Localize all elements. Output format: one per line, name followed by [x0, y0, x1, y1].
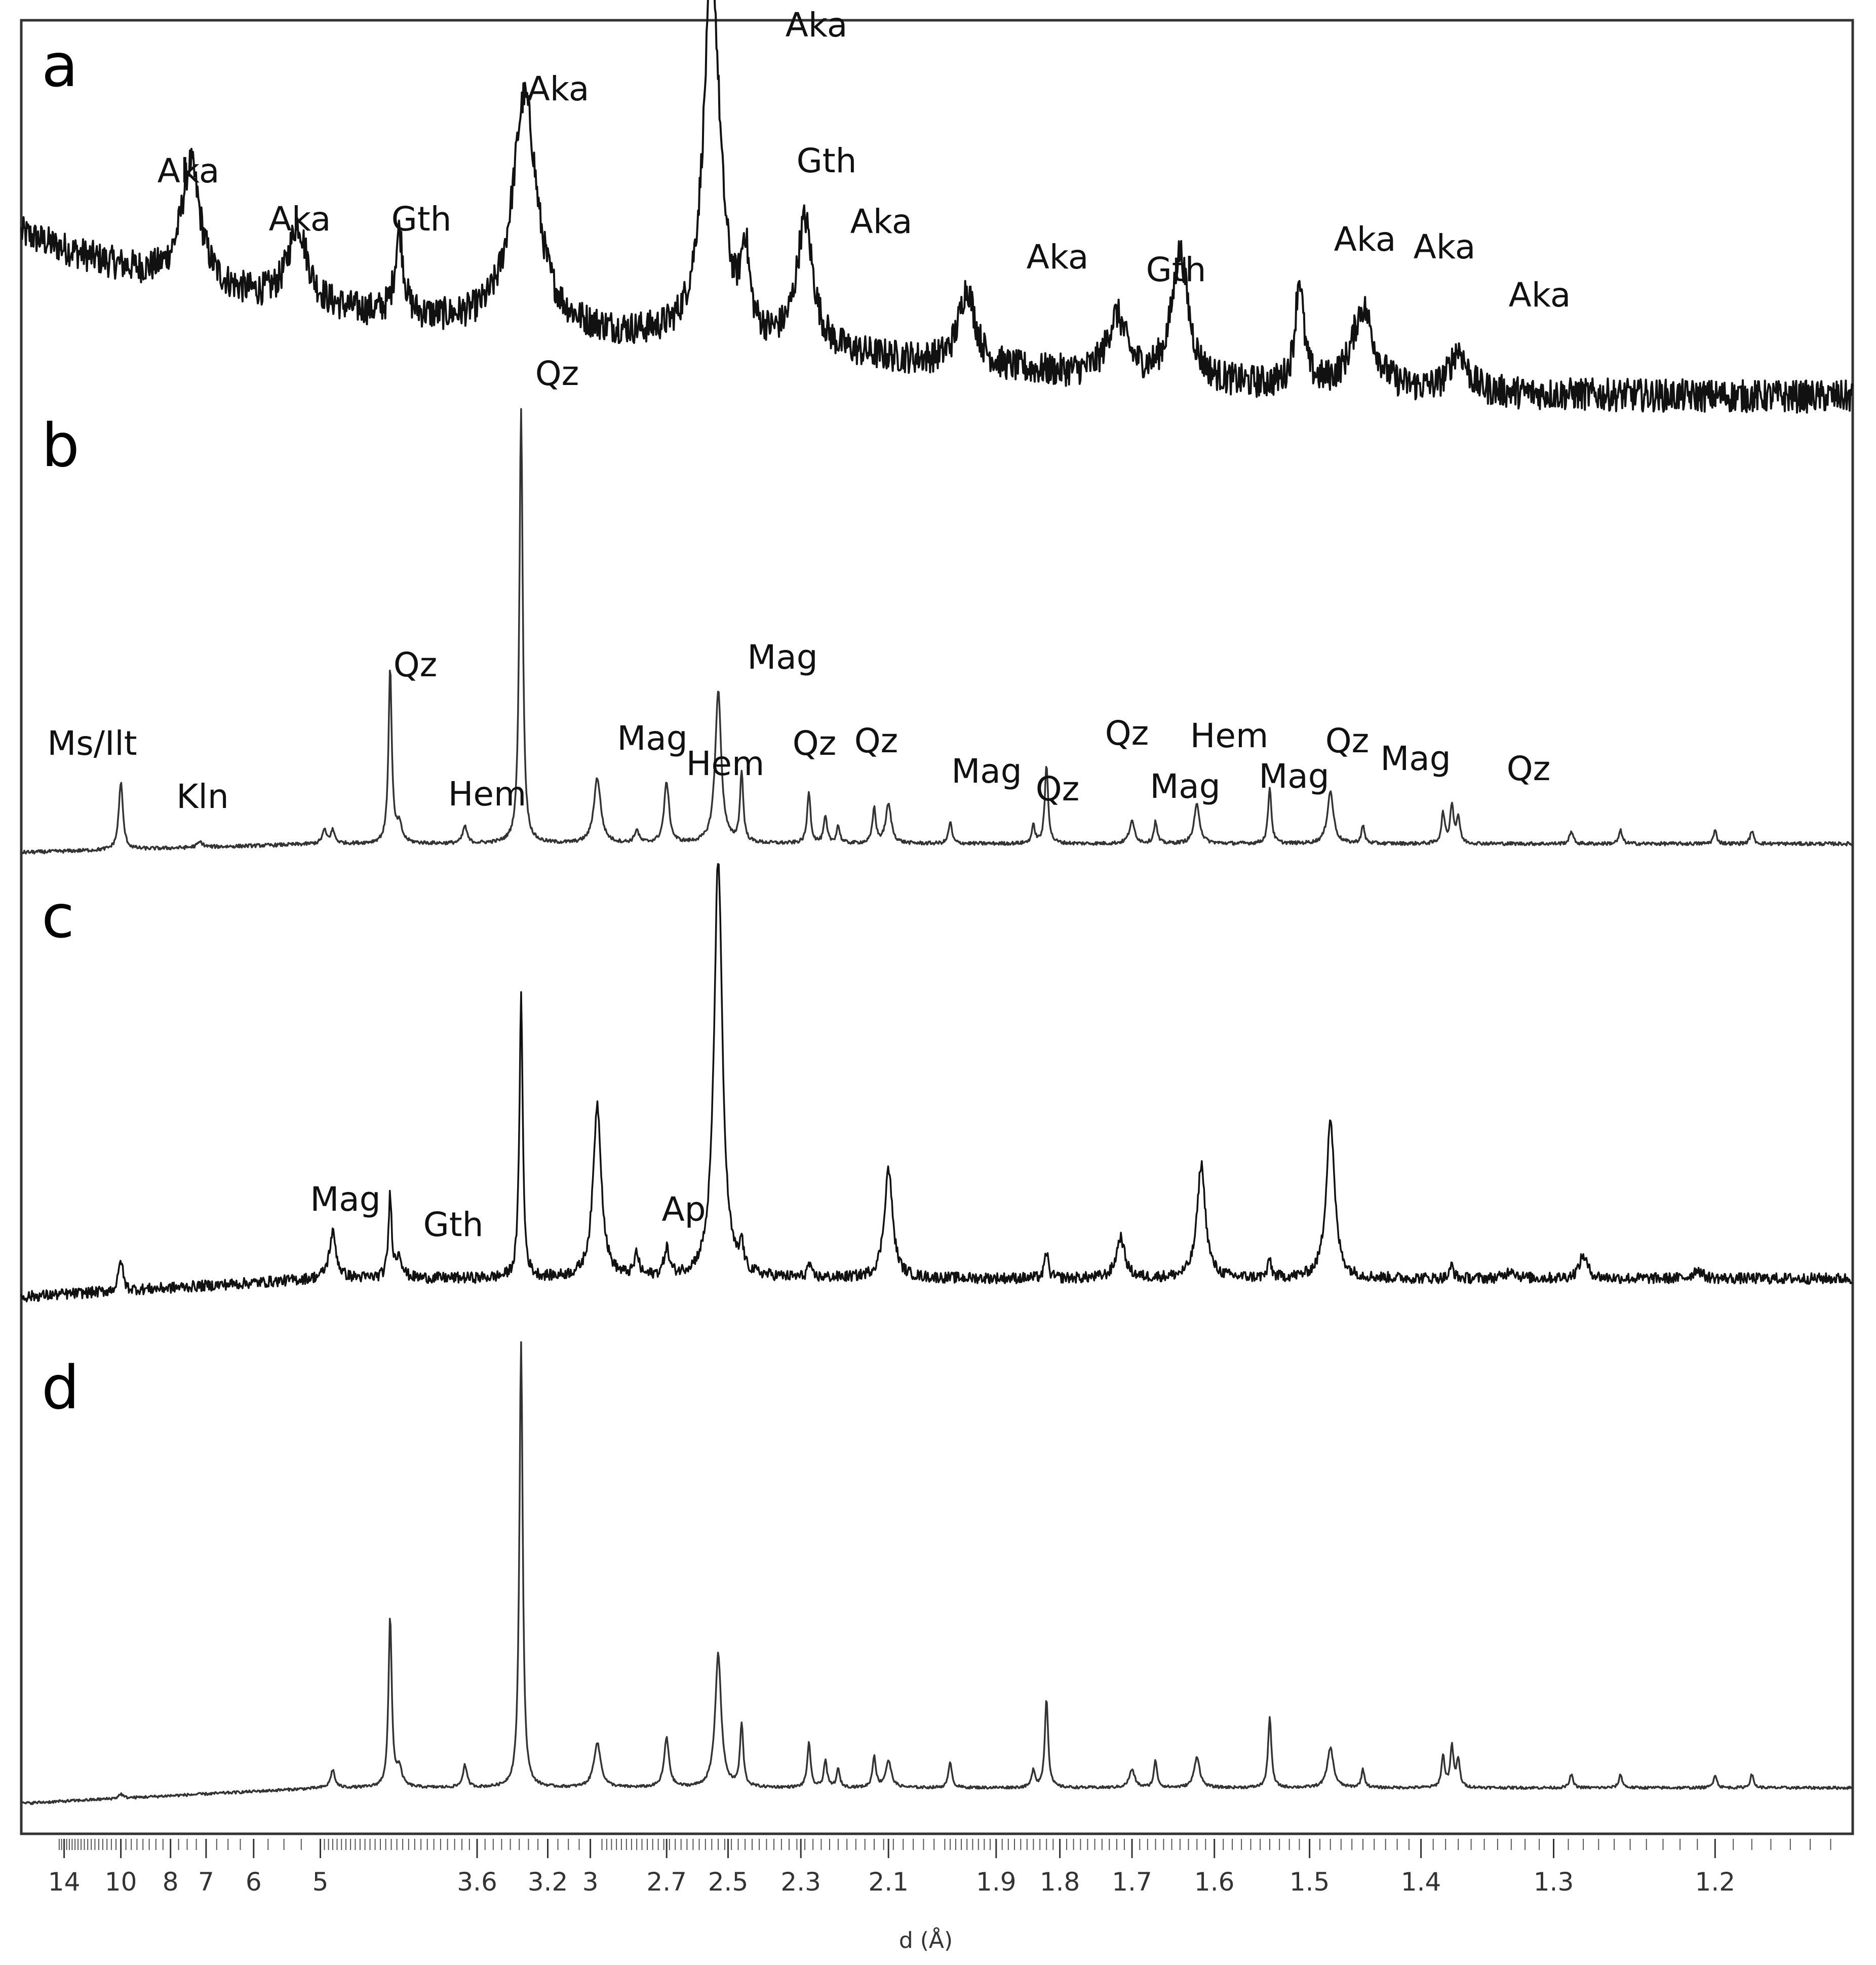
x-tick-label: 8 [163, 1867, 179, 1897]
peak-label-b-17: Mag [1380, 739, 1451, 778]
x-axis-title: d (Å) [899, 1927, 953, 1953]
panel-letters: a b c d [42, 30, 80, 1422]
peak-label-b-2: Kln [176, 777, 228, 816]
peak-label-a-8: Gth [1146, 250, 1206, 289]
x-tick-label: 5 [312, 1867, 329, 1897]
peak-label-a-10: Aka [1414, 227, 1476, 266]
x-tick-label: 6 [246, 1867, 262, 1897]
peak-label-b-8: Qz [793, 724, 837, 763]
peak-label-a-1: Aka [269, 200, 331, 239]
x-tick-label: 3.6 [457, 1867, 497, 1897]
peak-label-b-16: Qz [1325, 721, 1370, 760]
x-tick-label: 1.8 [1040, 1867, 1080, 1897]
peak-label-b-15: Mag [1259, 757, 1329, 796]
x-tick-label: 2.5 [708, 1867, 749, 1897]
peak-label-b-11: Qz [1036, 769, 1080, 808]
peak-label-b-0: Qz [535, 354, 579, 393]
diffraction-traces [20, 0, 1854, 1805]
panel-letter-c: c [42, 881, 74, 951]
x-tick-label: 2.1 [868, 1867, 909, 1897]
x-tick-label: 1.4 [1401, 1867, 1441, 1897]
panel-letter-a: a [42, 30, 78, 100]
x-tick-label: 1.2 [1695, 1867, 1736, 1897]
peak-label-b-6: Hem [686, 744, 765, 783]
peak-label-a-4: Aka [786, 6, 848, 45]
x-tick-label: 1.7 [1112, 1867, 1152, 1897]
peak-label-c-1: Gth [423, 1205, 484, 1244]
peak-label-b-12: Qz [1105, 714, 1149, 753]
plot-frame [20, 19, 1854, 1835]
peak-label-c-2: Ap [661, 1190, 706, 1229]
peak-label-a-3: Aka [527, 69, 590, 108]
x-tick-label: 1.9 [976, 1867, 1017, 1897]
peak-label-b-3: Qz [394, 645, 438, 684]
trace-b [21, 408, 1854, 855]
peak-label-b-4: Hem [448, 775, 527, 814]
peak-label-a-5: Gth [797, 141, 857, 180]
peak-label-b-5: Mag [617, 719, 687, 758]
x-tick-label: 14 [48, 1867, 81, 1897]
peak-label-c-0: Mag [310, 1180, 380, 1219]
x-tick-label: 2.7 [646, 1867, 687, 1897]
x-tick-label: 2.3 [780, 1867, 821, 1897]
panel-letter-b: b [42, 410, 80, 480]
x-axis: 14 10 8 7 6 5 3.6 3.2 3 2.7 2.5 2.3 2.1 1.9 1.8 1.7 1.6 1… [48, 1839, 1831, 1897]
peak-label-a-11: Aka [1509, 276, 1571, 315]
x-tick-label: 7 [198, 1867, 214, 1897]
peak-label-a-2: Gth [392, 200, 452, 239]
x-tick-label: 1.6 [1194, 1867, 1235, 1897]
peak-label-a-7: Aka [1027, 238, 1089, 277]
trace-d [20, 1341, 1853, 1805]
x-tick-label: 3.2 [528, 1867, 568, 1897]
peak-labels: Aka Aka Gth Aka Aka Gth Aka Aka Gth Aka Aka Aka Qz Ms… [47, 6, 1571, 1244]
peak-label-b-10: Mag [951, 752, 1022, 791]
peak-label-a-6: Aka [850, 202, 913, 241]
x-tick-label: 10 [105, 1867, 137, 1897]
trace-a [20, 0, 1854, 414]
x-tick-label: 1.5 [1289, 1867, 1330, 1897]
peak-label-b-1: Ms/Ilt [47, 724, 137, 763]
trace-c [20, 863, 1853, 1302]
peak-label-b-18: Qz [1507, 749, 1551, 788]
panel-letter-d: d [42, 1353, 80, 1422]
peak-label-b-13: Mag [1150, 767, 1220, 806]
x-tick-label: 3 [582, 1867, 599, 1897]
x-tick-label: 1.3 [1534, 1867, 1574, 1897]
peak-label-b-9: Qz [854, 721, 898, 760]
peak-label-b-14: Hem [1190, 716, 1269, 755]
peak-label-a-9: Aka [1334, 220, 1396, 259]
peak-label-b-7: Mag [747, 638, 817, 677]
peak-label-a-0: Aka [158, 151, 220, 190]
